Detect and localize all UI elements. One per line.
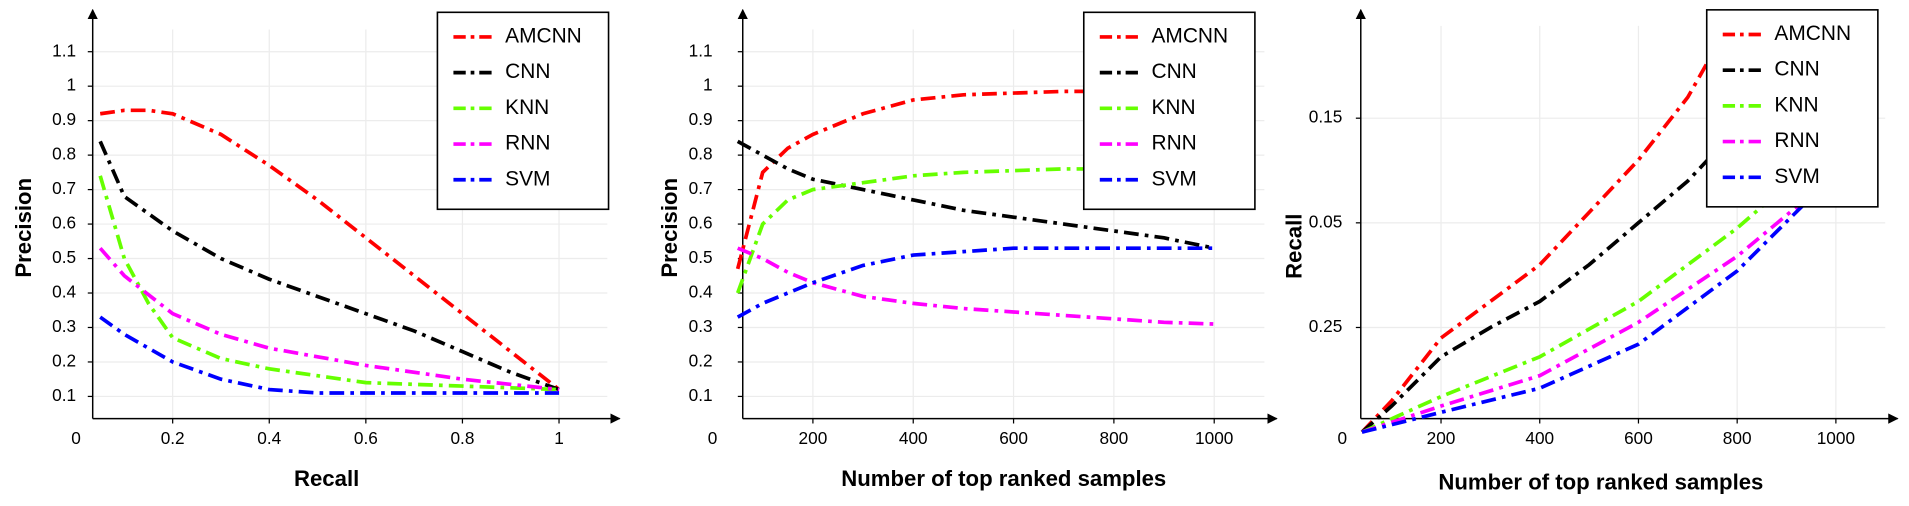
series-line xyxy=(98,140,560,392)
legend-label: AMCNN xyxy=(1774,22,1851,45)
x-tick-label: 1 xyxy=(554,428,564,448)
y-tick-label: 0.5 xyxy=(52,247,76,267)
y-axis-label: Precision xyxy=(657,178,682,278)
series-line xyxy=(1360,44,1720,434)
x-tick-label: 1000 xyxy=(1817,428,1855,448)
y-tick-label: 0.25 xyxy=(1309,316,1343,336)
x-axis-label: Recall xyxy=(294,466,359,491)
chart-panel: 0.25 0.05 0.15 0 200 400 600 800 1000 Number of t… xyxy=(1281,8,1899,495)
y-tick-label: 0.2 xyxy=(689,351,713,371)
x-axis-label: Number of top ranked samples xyxy=(1438,470,1763,495)
x-tick-label: 400 xyxy=(1525,428,1554,448)
x-tick-label: 600 xyxy=(999,428,1028,448)
x-tick-label: 400 xyxy=(899,428,928,448)
y-tick-label: 0.1 xyxy=(52,385,76,405)
legend-label: KNN xyxy=(1774,93,1818,116)
legend-box xyxy=(1082,11,1256,211)
y-tick-label: 0.9 xyxy=(52,109,76,129)
series-line xyxy=(98,246,560,392)
legend-label: KNN xyxy=(1151,96,1195,119)
legend-box xyxy=(436,11,610,211)
legend-label: CNN xyxy=(1774,58,1819,81)
legend-label: KNN xyxy=(505,96,549,119)
y-tick-label: 1 xyxy=(67,75,77,95)
x-tick-label: 1000 xyxy=(1195,428,1233,448)
y-tick-label: 0.4 xyxy=(52,282,76,302)
series-line xyxy=(736,246,1215,326)
legend-label: RNN xyxy=(1151,132,1196,155)
x-tick-label: 200 xyxy=(1427,428,1456,448)
y-tick-label: 1 xyxy=(703,75,713,95)
y-axis-label: Precision xyxy=(11,178,36,278)
y-tick-label: 0.8 xyxy=(689,144,713,164)
y-tick-label: 0.7 xyxy=(52,178,76,198)
y-tick-label: 0.8 xyxy=(52,144,76,164)
legend-box xyxy=(1705,9,1879,208)
y-tick-label: 0.4 xyxy=(689,282,713,302)
series-line xyxy=(1361,171,1838,434)
x-tick-label: 200 xyxy=(799,428,828,448)
x-tick-label: 0 xyxy=(1338,428,1348,448)
y-tick-label: 0.3 xyxy=(689,316,713,336)
legend-label: SVM xyxy=(505,167,550,190)
y-tick-label: 0.05 xyxy=(1309,211,1343,231)
x-tick-label: 0.8 xyxy=(450,428,474,448)
legend-label: CNN xyxy=(1151,60,1196,83)
x-tick-label: 0 xyxy=(708,428,718,448)
legend: AMCNN CNN KNN RNN SVM xyxy=(1705,9,1879,208)
series-line xyxy=(99,315,560,395)
y-tick-label: 0.5 xyxy=(689,247,713,267)
series-line xyxy=(736,139,1215,251)
y-tick-label: 0.15 xyxy=(1309,107,1343,127)
x-tick-label: 0 xyxy=(71,428,81,448)
legend-label: SVM xyxy=(1151,167,1196,190)
y-tick-label: 1.1 xyxy=(689,40,713,60)
legend-label: RNN xyxy=(505,132,550,155)
series-line xyxy=(735,89,1215,270)
y-tick-label: 0.7 xyxy=(689,178,713,198)
legend-label: CNN xyxy=(505,60,550,83)
x-tick-label: 800 xyxy=(1723,428,1752,448)
legend-label: RNN xyxy=(1774,129,1819,152)
legend-label: AMCNN xyxy=(1151,24,1228,47)
y-tick-label: 0.9 xyxy=(689,109,713,129)
x-axis-label: Number of top ranked samples xyxy=(841,466,1166,491)
chart-panel: 0.1 0.2 0.3 0.4 0.5 0.6 0.7 0.8 0.9 1 1.1 0 200 400 60… xyxy=(657,8,1278,491)
x-tick-label: 600 xyxy=(1624,428,1653,448)
x-tick-label: 0.6 xyxy=(354,428,378,448)
y-tick-label: 0.3 xyxy=(52,316,76,336)
series-line xyxy=(1360,148,1719,434)
series-line xyxy=(99,108,561,391)
series-line xyxy=(98,175,560,392)
series-line xyxy=(1361,193,1813,434)
chart-panel: 0.1 0.2 0.3 0.4 0.5 0.6 0.7 0.8 0.9 1 1.1 0 0.2 0.4 0.… xyxy=(11,8,621,491)
y-tick-label: 0.6 xyxy=(689,213,713,233)
y-axis-label: Recall xyxy=(1281,214,1306,279)
x-tick-label: 0.4 xyxy=(257,428,281,448)
series-line xyxy=(1361,183,1788,434)
series-line xyxy=(735,167,1215,294)
x-tick-label: 800 xyxy=(1100,428,1129,448)
y-tick-label: 0.2 xyxy=(52,351,76,371)
x-tick-label: 0.2 xyxy=(161,428,185,448)
legend: AMCNN CNN KNN RNN SVM xyxy=(1082,11,1256,211)
y-tick-label: 1.1 xyxy=(52,40,76,60)
y-tick-label: 0.1 xyxy=(689,385,713,405)
legend-label: SVM xyxy=(1774,165,1819,188)
legend-label: AMCNN xyxy=(505,24,582,47)
legend: AMCNN CNN KNN RNN SVM xyxy=(436,11,610,211)
y-tick-label: 0.6 xyxy=(52,213,76,233)
